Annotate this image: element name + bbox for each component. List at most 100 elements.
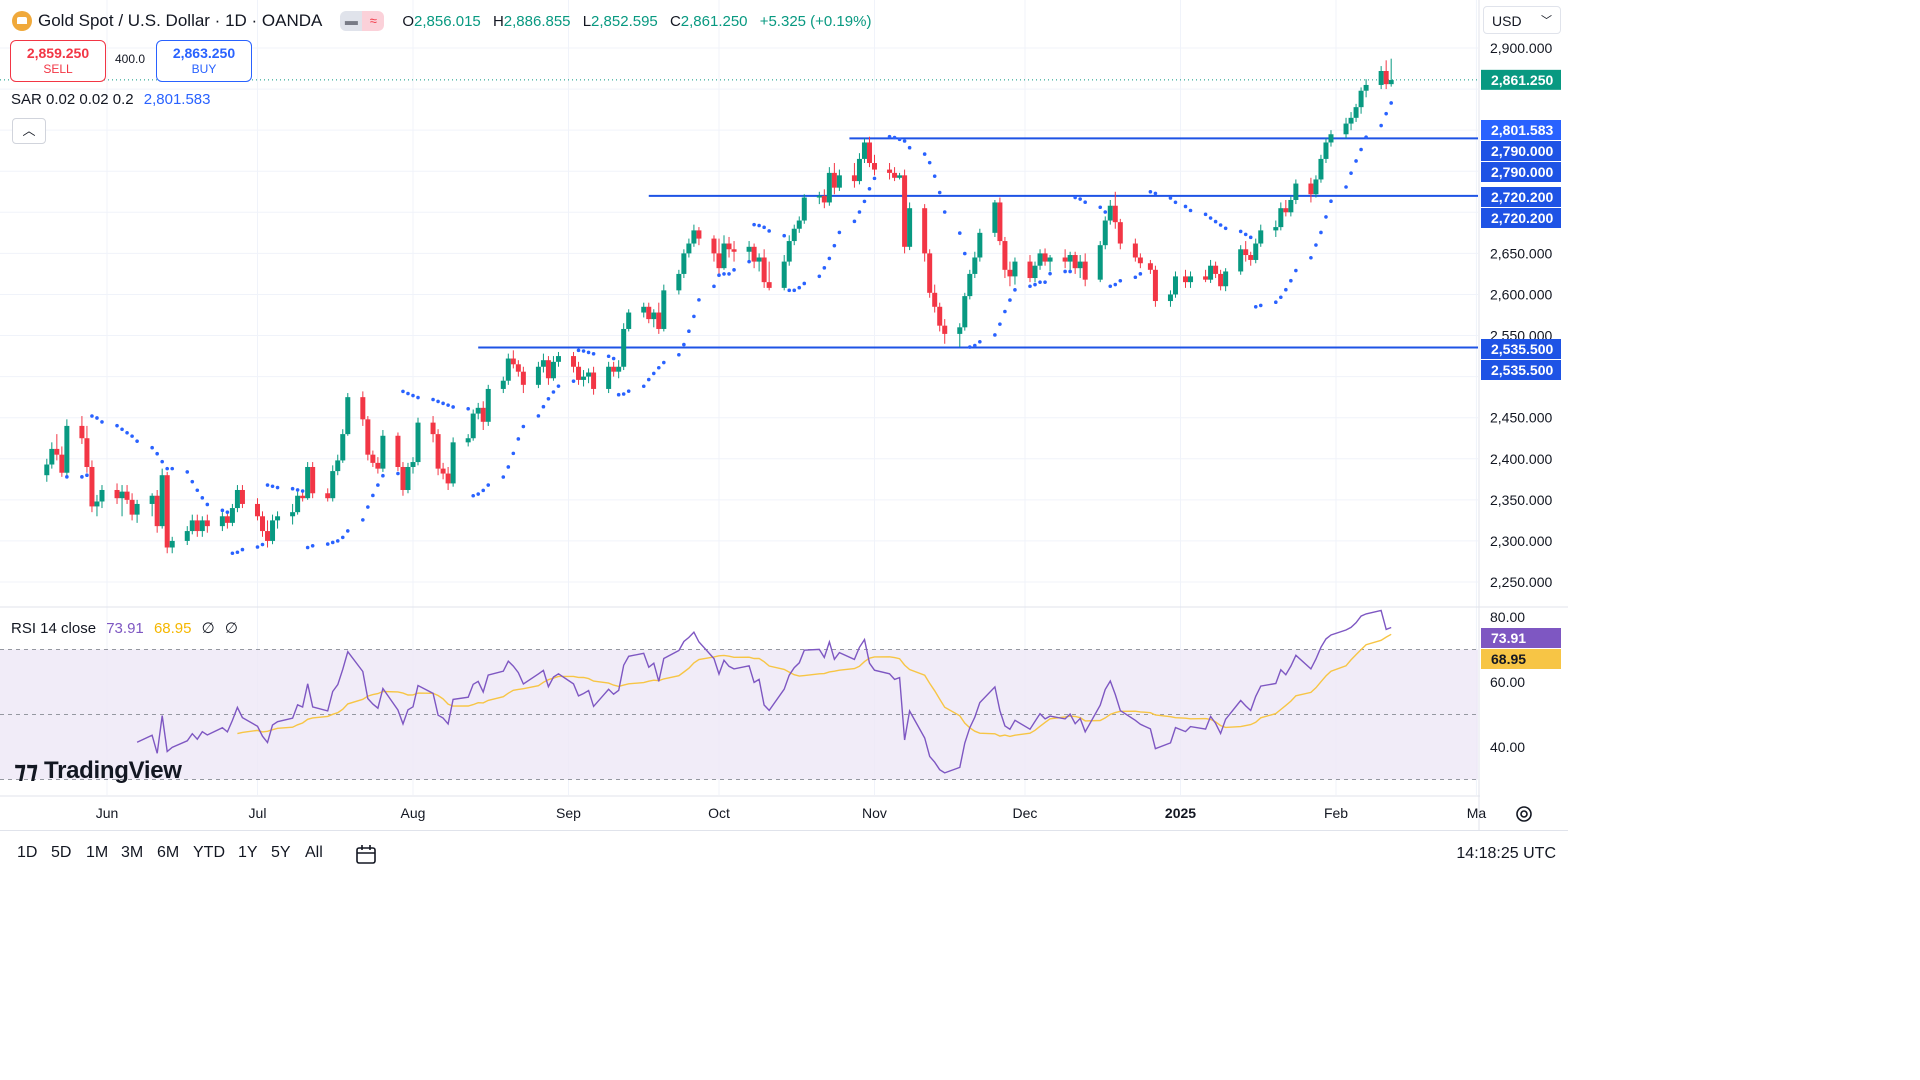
sar-dot — [1319, 230, 1323, 235]
candle-body — [475, 407, 481, 414]
sar-dot — [416, 395, 420, 400]
candle-body — [1293, 183, 1299, 200]
sar-dot — [1253, 304, 1258, 309]
candle-body — [300, 495, 306, 499]
candle-body — [651, 312, 657, 320]
candle-body — [616, 366, 622, 372]
timeframe-5d[interactable]: 5D — [51, 844, 72, 861]
candle-body — [1112, 205, 1118, 223]
candle-body — [169, 540, 175, 548]
sar-dot — [606, 354, 611, 359]
parabolic-sar-dots — [65, 101, 1393, 556]
candle-body — [410, 462, 416, 467]
candle-body — [1152, 269, 1158, 302]
sar-dot — [782, 233, 787, 238]
chart-style-icon[interactable]: ▬ — [340, 11, 363, 31]
level-tag-2720-b-bg — [1481, 208, 1561, 228]
candle-body — [796, 220, 802, 229]
collapse-legend-button[interactable]: ︿ — [12, 118, 46, 144]
candle-body — [1288, 199, 1294, 213]
sar-dot — [1103, 210, 1108, 214]
time-axis-tick-label: Oct — [708, 805, 730, 821]
candle-body — [581, 376, 587, 380]
candle-body — [1097, 245, 1103, 280]
sar-dot — [1048, 271, 1052, 276]
sar-dot — [381, 473, 385, 478]
sar-dot — [1258, 303, 1263, 308]
sar-dot — [270, 484, 275, 489]
sar-dot — [1168, 196, 1173, 200]
level-tag-2790-a-text: 2,790.000 — [1491, 143, 1553, 159]
sar-dot — [1243, 232, 1248, 237]
price-chart[interactable]: 2,250.000 2,300.000 2,350.000 2,400.000 2,45… — [0, 0, 1568, 882]
candle-body — [1253, 243, 1259, 260]
chart-root[interactable]: 2,250.000 2,300.000 2,350.000 2,400.000 2,45… — [0, 0, 1568, 882]
candle-body — [751, 246, 757, 262]
indicator-wave-icon[interactable]: ≈ — [362, 11, 385, 31]
sar-dot — [476, 492, 481, 496]
rsi-ma-value-tag-bg — [1481, 649, 1561, 669]
candle-body — [129, 499, 135, 515]
sar-dot — [616, 392, 621, 397]
sar-dot — [240, 547, 245, 552]
sar-dot — [1138, 272, 1143, 276]
buy-button[interactable]: 2,863.250 BUY — [156, 40, 252, 82]
candle-body — [295, 495, 301, 513]
sar-dot — [897, 137, 902, 142]
timeframe-1m[interactable]: 1M — [86, 844, 109, 861]
sar-dot — [1314, 243, 1318, 247]
level-tag-2535-a-bg — [1481, 339, 1561, 359]
candle-body — [260, 516, 266, 532]
sell-button[interactable]: 2,859.250 SELL — [10, 40, 106, 82]
sar-legend[interactable]: SAR 0.02 0.02 0.2 2,801.583 — [11, 91, 211, 108]
level-tag-2720-a-text: 2,720.200 — [1491, 189, 1553, 205]
candle-body — [591, 372, 597, 389]
candle-body — [611, 366, 617, 372]
rsi-legend[interactable]: RSI 14 close 73.91 68.95 ∅ ∅ — [11, 620, 238, 637]
candle-body — [781, 261, 787, 288]
sar-dot — [571, 379, 576, 383]
timeframe-3m[interactable]: 3M — [121, 844, 144, 861]
timeframe-6m[interactable]: 6M — [157, 844, 180, 861]
candle-body — [89, 466, 95, 507]
candle-body — [937, 306, 943, 326]
sar-dot — [732, 268, 736, 272]
utc-clock[interactable]: 14:18:25 UTC — [1456, 845, 1556, 862]
sar-dot — [436, 399, 440, 404]
sar-dot — [687, 329, 691, 334]
level-tag-2535-a-text: 2,535.500 — [1491, 341, 1553, 357]
sar-dot — [998, 322, 1002, 326]
sar-dot — [330, 540, 335, 545]
chart-style-toggle[interactable]: ▬ ≈ — [340, 11, 385, 31]
sar-dot — [993, 333, 997, 337]
candle-body — [330, 471, 336, 499]
price-axis-tick-label: 2,450.000 — [1490, 410, 1552, 426]
candle-body — [380, 435, 386, 469]
sar-dot — [80, 475, 84, 479]
sar-dot — [441, 401, 445, 406]
sar-dot — [712, 284, 716, 289]
candle-body — [325, 493, 331, 499]
sar-dot — [255, 545, 260, 549]
level-tag-2720-a: 2,720.200 — [1481, 187, 1561, 207]
timeframe-ytd[interactable]: YTD — [193, 844, 225, 861]
currency-select[interactable]: USD ﹀ — [1483, 6, 1561, 34]
timeframe-all[interactable]: All — [305, 844, 323, 861]
level-tag-2790-b-text: 2,790.000 — [1491, 164, 1553, 180]
sar-dot — [451, 405, 455, 409]
sar-dot — [677, 352, 681, 357]
candle-body — [430, 422, 436, 435]
symbol-title[interactable]: Gold Spot / U.S. Dollar · 1D · OANDA — [38, 11, 323, 30]
candle-body — [1047, 257, 1053, 262]
sar-dot — [887, 134, 892, 139]
sar-dot — [1279, 295, 1283, 300]
sar-dot — [641, 384, 646, 389]
sar-dot — [682, 342, 686, 347]
timeframe-5y[interactable]: 5Y — [271, 844, 291, 861]
timeframe-1y[interactable]: 1Y — [238, 844, 258, 861]
timeframe-1d[interactable]: 1D — [17, 844, 38, 861]
gear-icon[interactable] — [1514, 804, 1534, 824]
candle-body — [571, 356, 577, 367]
calendar-range-icon[interactable] — [354, 843, 378, 867]
candle-body — [485, 388, 491, 422]
